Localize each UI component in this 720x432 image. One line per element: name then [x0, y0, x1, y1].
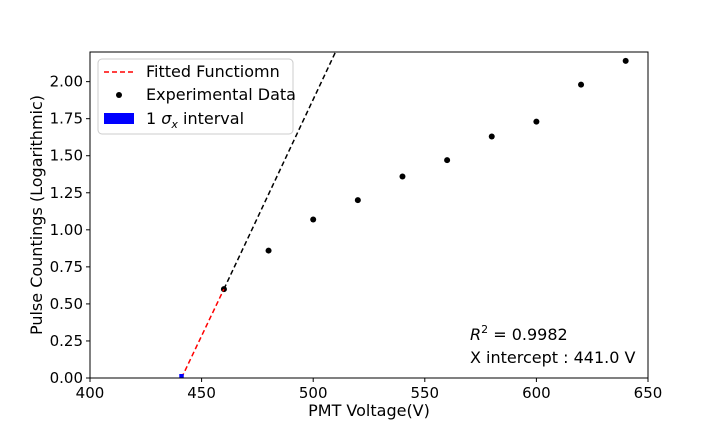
r-squared-value: = 0.9982	[488, 325, 568, 344]
x-tick-label: 600	[522, 384, 551, 402]
data-point	[444, 157, 451, 164]
y-tick-label: 1.50	[50, 147, 83, 165]
x-tick-label: 500	[299, 384, 328, 402]
sigma-interval-band	[179, 374, 184, 378]
data-point	[399, 173, 406, 180]
y-tick-label: 1.75	[50, 110, 83, 128]
y-tick-label: 0.25	[50, 332, 83, 350]
data-point	[533, 118, 540, 125]
y-tick-label: 1.00	[50, 221, 83, 239]
x-axis-label: PMT Voltage(V)	[308, 401, 430, 420]
data-point	[622, 57, 629, 64]
legend-fitted-label: Fitted Functiomn	[146, 62, 280, 81]
fitted-line	[180, 288, 225, 378]
data-point	[265, 247, 272, 254]
legend-interval-swatch	[104, 113, 134, 124]
data-point	[578, 81, 585, 88]
plot-area	[179, 52, 629, 378]
data-point	[310, 216, 317, 223]
y-tick-label: 0.75	[50, 258, 83, 276]
legend: Fitted Functiomn Experimental Data 1 σx …	[97, 58, 296, 135]
legend-box	[97, 58, 294, 135]
r-squared-annotation: R2 = 0.9982	[470, 323, 568, 344]
legend-interval-label: 1 σx interval	[146, 109, 244, 131]
y-axis-label: Pulse Countings (Logarithmic)	[27, 95, 46, 335]
y-tick-label: 2.00	[50, 73, 83, 91]
x-tick-label: 400	[76, 384, 105, 402]
fitted-line-extension	[223, 52, 337, 290]
data-point	[488, 133, 495, 140]
y-tick-label: 0.00	[50, 369, 83, 387]
x-tick-label: 550	[410, 384, 439, 402]
x-tick-label: 650	[634, 384, 663, 402]
x-intercept-annotation: X intercept : 441.0 V	[470, 348, 636, 367]
axes-frame	[89, 51, 649, 379]
x-tick-label: 450	[187, 384, 216, 402]
data-point	[354, 197, 361, 204]
legend-data-marker	[116, 92, 122, 98]
y-tick-label: 0.50	[50, 295, 83, 313]
axes: 400 450 500 550 600 650 0.00 0.25 0.50 0.75 1.00 1.…	[50, 51, 663, 402]
y-tick-label: 1.25	[50, 184, 83, 202]
legend-data-label: Experimental Data	[146, 85, 296, 104]
